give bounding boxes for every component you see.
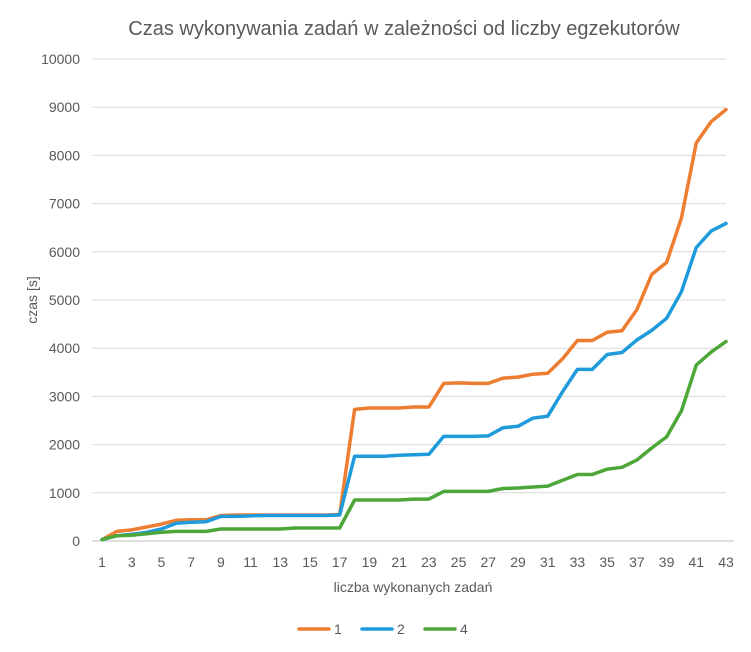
legend-label-2: 2 [397, 621, 405, 637]
x-tick-label: 3 [128, 554, 136, 570]
x-tick-label: 11 [243, 554, 258, 570]
x-tick-label: 9 [217, 554, 225, 570]
x-tick-label: 27 [480, 554, 496, 570]
x-tick-label: 5 [158, 554, 166, 570]
x-tick-label: 43 [718, 554, 734, 570]
legend-label-1: 1 [334, 621, 342, 637]
x-tick-label: 1 [98, 554, 106, 570]
y-tick-label: 3000 [49, 388, 80, 404]
y-tick-label: 8000 [49, 147, 80, 163]
x-tick-label: 39 [659, 554, 675, 570]
legend-label-4: 4 [460, 621, 468, 637]
x-tick-label: 37 [629, 554, 645, 570]
series-group [100, 107, 728, 542]
y-tick-label: 5000 [49, 292, 80, 308]
x-tick-label: 31 [540, 554, 556, 570]
x-tick-label: 19 [362, 554, 378, 570]
y-axis-ticks: 0 1000 2000 3000 4000 5000 6000 7000 8000 9000 100… [41, 51, 80, 549]
y-tick-label: 7000 [49, 196, 80, 212]
x-tick-label: 41 [688, 554, 704, 570]
x-tick-label: 33 [570, 554, 586, 570]
series-line-1 [100, 107, 728, 542]
x-tick-label: 17 [332, 554, 348, 570]
y-tick-label: 4000 [49, 340, 80, 356]
y-axis-label: czas [s] [24, 276, 40, 323]
x-tick-label: 35 [599, 554, 615, 570]
x-tick-label: 7 [187, 554, 195, 570]
x-tick-label: 29 [510, 554, 526, 570]
x-tick-label: 13 [272, 554, 288, 570]
y-tick-label: 10000 [41, 51, 80, 67]
y-tick-label: 9000 [49, 99, 80, 115]
y-tick-label: 1000 [49, 485, 80, 501]
y-tick-label: 6000 [49, 244, 80, 260]
x-axis-ticks: 1 3 5 7 9 11 13 15 17 19 21 23 25 27 29 31 33 35 37 39 41 43 [98, 554, 734, 570]
grid [92, 58, 726, 494]
y-tick-label: 2000 [49, 437, 80, 453]
x-axis-label: liczba wykonanych zadań [334, 579, 493, 595]
y-tick-label: 0 [72, 533, 80, 549]
chart-title: Czas wykonywania zadań w zależności od l… [128, 18, 680, 40]
x-tick-label: 15 [302, 554, 318, 570]
series-line-4 [100, 339, 728, 542]
x-tick-label: 23 [421, 554, 437, 570]
legend: 1 2 4 [297, 621, 468, 637]
x-tick-label: 25 [451, 554, 467, 570]
x-tick-label: 21 [391, 554, 407, 570]
series-line-2 [100, 221, 728, 542]
